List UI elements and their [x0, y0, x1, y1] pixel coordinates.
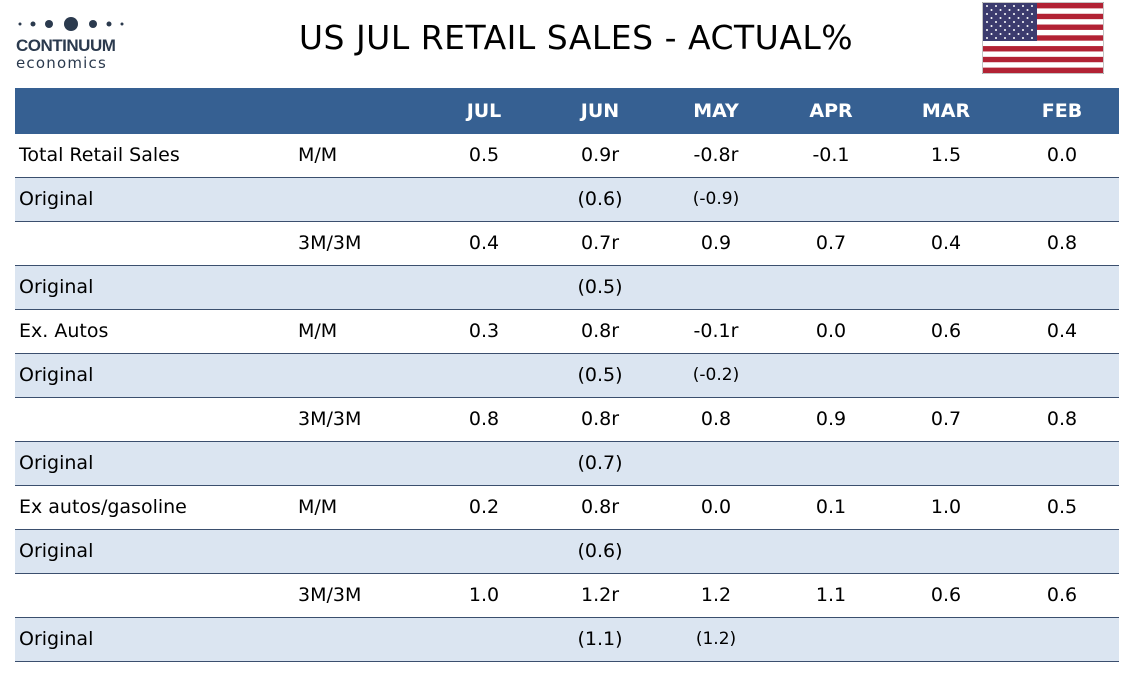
table-row: 3M/3M 0.4 0.7r 0.9 0.7 0.4 0.8 [15, 222, 1119, 266]
table-row: Original (0.5) (-0.2) [15, 354, 1119, 398]
table-header: JUL JUN MAY APR MAR FEB [15, 88, 1119, 134]
row-label: Ex autos/gasoline [19, 496, 187, 518]
cell-may: -0.8r [693, 144, 739, 166]
cell-jun: 0.7r [580, 232, 620, 254]
continuum-logo: CONTINUUM economics [14, 14, 134, 76]
row-label: Original [19, 628, 94, 650]
cell-may: 0.8 [700, 408, 732, 430]
cell-apr: 0.9 [815, 408, 847, 430]
logo-wordmark: CONTINUUM [16, 36, 116, 55]
cell-jul: 0.5 [468, 144, 500, 166]
cell-jul: 0.8 [468, 408, 500, 430]
table-row: Original (0.7) [15, 442, 1119, 486]
cell-may: 0.9 [700, 232, 732, 254]
cell-jun: (0.6) [577, 540, 623, 562]
table-row: Original (0.6) [15, 530, 1119, 574]
cell-may: (1.2) [695, 629, 737, 649]
row-measure: 3M/3M [298, 408, 362, 430]
cell-mar: 0.6 [930, 320, 962, 342]
cell-jun: (0.5) [577, 276, 623, 298]
cell-feb: 0.6 [1046, 584, 1078, 606]
cell-jun: 0.8r [580, 496, 620, 518]
retail-sales-table: JUL JUN MAY APR MAR FEB Total Retail Sales M/M… [15, 88, 1119, 662]
column-header-jul: JUL [466, 100, 502, 122]
cell-apr: 0.7 [815, 232, 847, 254]
row-measure: 3M/3M [298, 232, 362, 254]
row-label: Original [19, 276, 94, 298]
cell-apr: -0.1 [812, 144, 850, 166]
table-row: Original (0.5) [15, 266, 1119, 310]
cell-may: 0.0 [700, 496, 732, 518]
us-flag-icon [982, 2, 1104, 74]
table-row: Ex autos/gasoline M/M 0.2 0.8r 0.0 0.1 1.0 0.5 [15, 486, 1119, 530]
cell-mar: 1.0 [930, 496, 962, 518]
cell-jun: (0.6) [577, 188, 623, 210]
row-label: Ex. Autos [19, 320, 109, 342]
cell-feb: 0.4 [1046, 320, 1078, 342]
cell-feb: 0.8 [1046, 232, 1078, 254]
cell-jun: 1.2r [580, 584, 620, 606]
cell-may: (-0.9) [692, 189, 740, 209]
cell-jun: 0.9r [580, 144, 620, 166]
cell-mar: 0.4 [930, 232, 962, 254]
row-measure: 3M/3M [298, 584, 362, 606]
cell-may: (-0.2) [692, 365, 740, 385]
row-label: Original [19, 188, 94, 210]
cell-jun: (1.1) [577, 628, 623, 650]
table-row: 3M/3M 0.8 0.8r 0.8 0.9 0.7 0.8 [15, 398, 1119, 442]
cell-mar: 0.7 [930, 408, 962, 430]
row-label: Original [19, 364, 94, 386]
cell-may: 1.2 [700, 584, 732, 606]
cell-jun: 0.8r [580, 408, 620, 430]
cell-apr: 0.0 [815, 320, 847, 342]
row-label: Original [19, 452, 94, 474]
logo-dots-icon [18, 17, 124, 31]
table-row: Ex. Autos M/M 0.3 0.8r -0.1r 0.0 0.6 0.4 [15, 310, 1119, 354]
cell-apr: 1.1 [815, 584, 847, 606]
logo-subtitle: economics [16, 54, 107, 72]
cell-jul: 0.4 [468, 232, 500, 254]
table-row: 3M/3M 1.0 1.2r 1.2 1.1 0.6 0.6 [15, 574, 1119, 618]
cell-feb: 0.0 [1046, 144, 1078, 166]
row-measure: M/M [298, 496, 338, 518]
row-measure: M/M [298, 320, 338, 342]
cell-apr: 0.1 [815, 496, 847, 518]
cell-jul: 0.3 [468, 320, 500, 342]
cell-feb: 0.5 [1046, 496, 1078, 518]
column-header-mar: MAR [921, 100, 971, 122]
cell-jul: 1.0 [468, 584, 500, 606]
cell-feb: 0.8 [1046, 408, 1078, 430]
column-header-may: MAY [693, 100, 739, 122]
cell-may: -0.1r [693, 320, 739, 342]
row-label: Total Retail Sales [19, 144, 180, 166]
row-measure: M/M [298, 144, 338, 166]
cell-jun: (0.5) [577, 364, 623, 386]
page-title: US JUL RETAIL SALES - ACTUAL% [298, 18, 854, 57]
table-row: Original (1.1) (1.2) [15, 618, 1119, 662]
cell-jul: 0.2 [468, 496, 500, 518]
column-header-apr: APR [809, 100, 853, 122]
cell-jun: 0.8r [580, 320, 620, 342]
cell-mar: 0.6 [930, 584, 962, 606]
cell-mar: 1.5 [930, 144, 962, 166]
column-header-feb: FEB [1041, 100, 1083, 122]
table-row: Original (0.6) (-0.9) [15, 178, 1119, 222]
table-row: Total Retail Sales M/M 0.5 0.9r -0.8r -0.1 1.5… [15, 134, 1119, 178]
row-label: Original [19, 540, 94, 562]
column-header-jun: JUN [580, 100, 620, 122]
cell-jun: (0.7) [577, 452, 623, 474]
